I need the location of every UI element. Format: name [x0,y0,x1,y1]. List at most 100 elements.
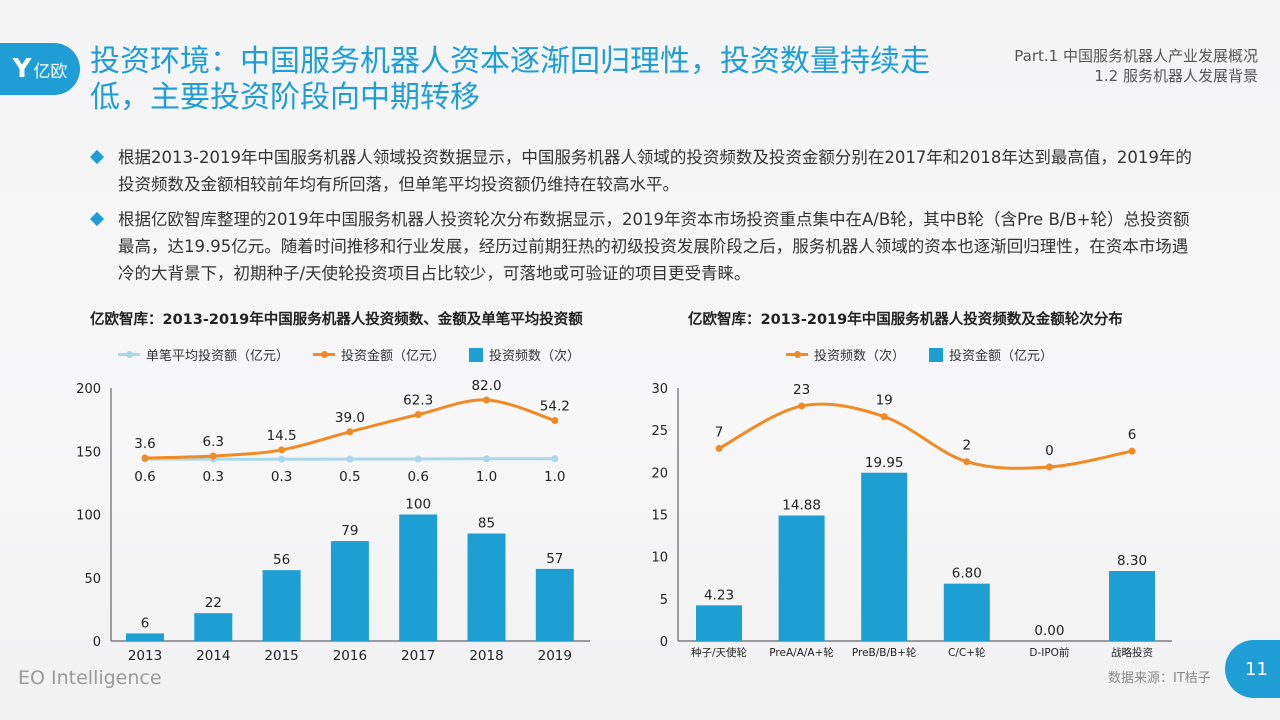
y-tick-label: 0 [660,635,668,650]
logo-text: 亿欧 [33,61,68,82]
bar-data-label: 14.88 [782,498,821,514]
x-tick-label: 2015 [264,648,298,664]
legend-label: 投资频数（次） [489,349,581,364]
y-tick-label: 10 [651,551,668,566]
breadcrumb-section: 1.2 服务机器人发展背景 [1094,67,1258,85]
line-data-label: 19 [876,393,893,409]
line-point [346,428,354,436]
y-tick-label: 30 [651,382,668,397]
line-data-label: 0.6 [407,469,428,485]
x-tick-label: 种子/天使轮 [691,646,748,659]
bar-data-label: 22 [205,595,222,611]
bullet-text: 根据亿欧智库整理的2019年中国服务机器人投资轮次分布数据显示，2019年资本市… [118,210,1190,283]
y-tick-label: 20 [651,466,668,481]
line-point [963,458,971,466]
line-point [880,413,888,421]
x-tick-label: 2013 [128,648,162,664]
line-data-label: 2 [963,438,972,454]
line-data-label: 0 [1045,443,1054,459]
line-point [551,455,559,463]
line-point [414,455,422,463]
bar-data-label: 6.80 [952,566,982,582]
bar-data-label: 100 [405,497,431,513]
bar-data-label: 8.30 [1117,553,1147,569]
bar [943,583,990,641]
y-tick-label: 50 [84,572,101,587]
legend-label: 单笔平均投资额（亿元） [146,349,290,364]
yiou-logo: Y 亿欧 [0,43,80,95]
line-data-label: 6.3 [203,434,224,450]
line-data-label: 14.5 [267,428,297,444]
legend-item: 投资金额（亿元） [313,345,445,364]
bar-data-label: 0.00 [1034,623,1064,639]
bullet-text: 根据2013-2019年中国服务机器人领域投资数据显示，中国服务机器人领域的投资… [118,148,1192,194]
line-data-label: 0.3 [203,469,224,485]
chart1-title: 亿欧智库：2013-2019年中国服务机器人投资频数、金额及单笔平均投资额 [90,312,583,328]
bar [1109,571,1155,641]
page-title: 投资环境：中国服务机器人资本逐渐回归理性，投资数量持续走低，主要投资阶段向中期转… [90,44,930,115]
bar-data-label: 57 [546,551,563,567]
line-data-label: 23 [793,382,810,398]
line-point [483,396,490,404]
y-tick-label: 100 [76,509,101,524]
chart2-title: 亿欧智库：2013-2019年中国服务机器人投资频数及金额轮次分布 [688,312,1123,328]
x-tick-label: 2016 [333,648,367,664]
chart1-legend: 单笔平均投资额（亿元） 投资金额（亿元） 投资频数（次） [118,345,580,364]
bar [194,613,233,641]
line-point [715,444,723,452]
line-data-label: 82.0 [471,378,501,394]
x-tick-label: 2019 [538,648,572,664]
bullet-paragraph: 根据2013-2019年中国服务机器人领域投资数据显示，中国服务机器人领域的投资… [89,144,1200,198]
line-data-label: 62.3 [403,393,433,409]
y-tick-label: 5 [660,593,668,608]
legend-label: 投资金额（亿元） [341,349,446,364]
legend-item: 投资金额（亿元） [929,345,1053,364]
x-tick-label: 2017 [401,648,435,664]
line-point [414,411,422,419]
bar [126,633,164,641]
x-tick-label: 2018 [469,648,503,664]
line-data-label: 7 [715,424,724,440]
bar-data-label: 79 [341,523,358,539]
y-tick-label: 15 [651,509,668,524]
y-tick-label: 200 [76,382,101,397]
line-point [798,402,806,410]
page-number: 11 [1225,640,1280,698]
line-data-label: 0.6 [134,469,155,485]
line-swatch-icon [118,351,140,358]
line-data-label: 54.2 [540,399,570,415]
line-data-label: 1.0 [544,469,565,485]
bar-data-label: 85 [478,515,495,531]
bar-swatch-icon [929,347,944,362]
bar [696,605,742,641]
logo-mark: Y [12,54,32,84]
footer-brand: EO Intelligence [18,667,162,689]
bar [535,568,574,641]
line-point [278,446,286,454]
line-data-label: 0.5 [339,469,360,485]
legend-label: 投资频数（次） [814,349,906,364]
data-source: 数据来源：IT桔子 [1108,671,1211,686]
section-breadcrumb: Part.1 中国服务机器人产业发展概况 1.2 服务机器人发展背景 [1014,46,1258,86]
line-data-label: 0.3 [271,469,292,485]
line-point [209,452,217,460]
line-point [346,455,354,463]
legend-item: 单笔平均投资额（亿元） [118,345,289,364]
line-data-label: 39.0 [335,410,365,426]
bar-data-label: 4.23 [704,587,734,603]
x-tick-label: PreA/A/A+轮 [769,646,834,659]
bar [399,514,438,641]
line-swatch-icon [313,351,336,358]
line-data-label: 3.6 [134,436,155,452]
bar-swatch-icon [469,347,484,362]
bar [262,570,301,641]
line-point [551,417,559,425]
bar [467,533,506,641]
line-point [1045,463,1053,471]
bar [861,472,908,641]
x-tick-label: C/C+轮 [948,646,986,659]
x-tick-label: 战略投资 [1111,646,1153,659]
bar-data-label: 6 [141,615,150,631]
legend-item: 投资频数（次） [469,345,580,364]
